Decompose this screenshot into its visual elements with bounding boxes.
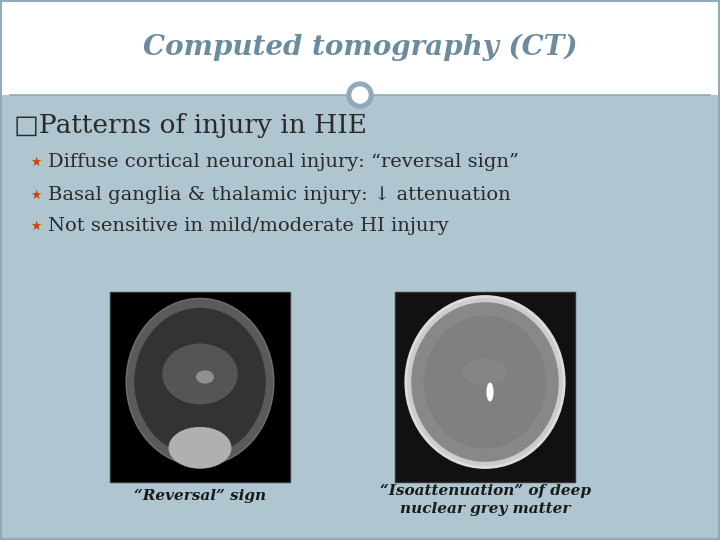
Ellipse shape	[168, 427, 232, 469]
Circle shape	[347, 82, 373, 108]
Ellipse shape	[487, 382, 494, 402]
Ellipse shape	[196, 370, 214, 383]
Text: Diffuse cortical neuronal injury: “reversal sign”: Diffuse cortical neuronal injury: “rever…	[48, 153, 519, 171]
Ellipse shape	[411, 302, 559, 462]
Circle shape	[352, 87, 368, 103]
Text: Computed tomography (CT): Computed tomography (CT)	[143, 34, 577, 61]
Text: □Patterns of injury in HIE: □Patterns of injury in HIE	[14, 112, 367, 138]
Ellipse shape	[162, 343, 238, 404]
FancyBboxPatch shape	[110, 292, 290, 482]
Text: Basal ganglia & thalamic injury: ↓ attenuation: Basal ganglia & thalamic injury: ↓ atten…	[48, 186, 510, 204]
Text: “Isoattenuation” of deep
nuclear grey matter: “Isoattenuation” of deep nuclear grey ma…	[379, 484, 590, 516]
Ellipse shape	[406, 296, 564, 468]
Ellipse shape	[462, 359, 508, 386]
Text: ★: ★	[30, 219, 42, 233]
FancyBboxPatch shape	[0, 95, 720, 540]
Text: ★: ★	[30, 188, 42, 201]
Text: Not sensitive in mild/moderate HI injury: Not sensitive in mild/moderate HI injury	[48, 217, 449, 235]
Ellipse shape	[424, 315, 546, 449]
FancyBboxPatch shape	[395, 292, 575, 482]
FancyBboxPatch shape	[0, 0, 720, 95]
Ellipse shape	[135, 308, 266, 456]
Ellipse shape	[126, 299, 274, 465]
Text: ★: ★	[30, 156, 42, 168]
Text: “Reversal” sign: “Reversal” sign	[134, 489, 266, 503]
